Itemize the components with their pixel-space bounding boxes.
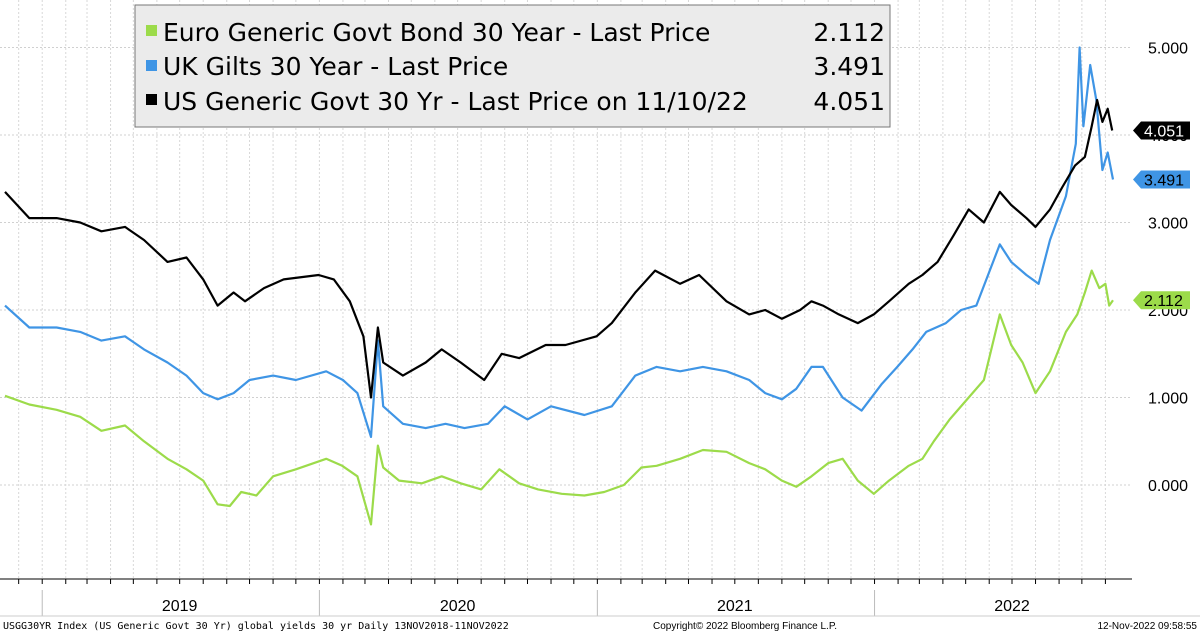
last-value-tag-1: 3.491: [1133, 170, 1190, 190]
legend-box: [134, 4, 891, 128]
series-line-1: [4, 46, 1115, 438]
footer-left: USGG30YR Index (US Generic Govt 30 Yr) g…: [3, 621, 509, 632]
year-label: 2022: [994, 598, 1030, 615]
series-line-2: [4, 98, 1114, 399]
legend-swatch-uk: [146, 60, 157, 71]
y-tick-label: 1.000: [1148, 391, 1188, 408]
last-value-tag-2: 4.051: [1133, 121, 1190, 141]
y-tick-label: 5.000: [1148, 41, 1188, 58]
last-value-text: 4.051: [1144, 124, 1184, 141]
legend-value-euro: 2.112: [813, 18, 885, 47]
legend-value-uk: 3.491: [813, 52, 885, 81]
last-value-tag-shape: [1133, 291, 1190, 310]
year-label: 2019: [162, 598, 198, 615]
legend-label-us: US Generic Govt 30 Yr - Last Price on 11…: [163, 87, 748, 116]
last-value-tag-shape: [1133, 121, 1190, 140]
legend-swatch-euro: [146, 25, 157, 36]
legend-label-uk: UK Gilts 30 Year - Last Price: [163, 52, 508, 81]
footer-center: Copyright© 2022 Bloomberg Finance L.P.: [653, 621, 837, 632]
footer-right: 12-Nov-2022 09:58:55: [1097, 621, 1197, 632]
legend-swatch-us: [146, 94, 157, 105]
y-tick-label: 3.000: [1148, 216, 1188, 233]
last-value-labels: 2.112 3.491 4.051: [1133, 121, 1190, 310]
last-value-text: 2.112: [1144, 293, 1183, 310]
last-value-text: 3.491: [1144, 173, 1184, 190]
series-lines: [4, 46, 1115, 526]
y-tick-label: 0.000: [1148, 478, 1188, 495]
last-value-tag-0: 2.112: [1133, 291, 1190, 310]
legend: Euro Generic Govt Bond 30 Year - Last Pr…: [134, 4, 891, 128]
legend-value-us: 4.051: [813, 87, 885, 116]
year-label: 2020: [440, 598, 476, 615]
last-value-tag-shape: [1133, 170, 1190, 189]
year-label: 2021: [717, 598, 753, 615]
series-line-0: [4, 269, 1114, 526]
legend-label-euro: Euro Generic Govt Bond 30 Year - Last Pr…: [163, 18, 710, 47]
